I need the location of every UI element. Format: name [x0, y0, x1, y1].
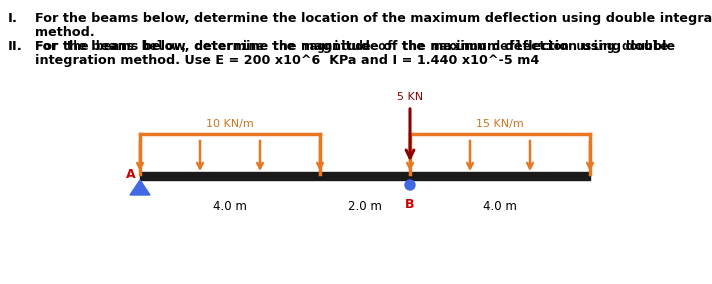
Text: For the beams below, determine the magnitude of the maximum deflection using dou: For the beams below, determine the magni… — [35, 40, 668, 53]
Text: B: B — [405, 198, 415, 211]
Text: A: A — [126, 168, 135, 181]
Polygon shape — [130, 180, 150, 195]
Text: integration method. Use E = 200 x10^6  KPa and I = 1.440 x10^-5 m4: integration method. Use E = 200 x10^6 KP… — [35, 54, 540, 67]
Text: 10 KN/m: 10 KN/m — [206, 119, 254, 129]
Text: I.: I. — [8, 12, 18, 25]
Text: 4.0 m: 4.0 m — [483, 199, 517, 212]
Circle shape — [405, 180, 415, 190]
Text: 2.0 m: 2.0 m — [348, 199, 382, 212]
Text: For the beams below, determine the magnitude of the maximum deflection using dou: For the beams below, determine the magni… — [35, 40, 675, 53]
FancyBboxPatch shape — [140, 172, 590, 180]
Text: 4.0 m: 4.0 m — [213, 199, 247, 212]
Text: 15 KN/m: 15 KN/m — [476, 119, 524, 129]
Text: 5 KN: 5 KN — [397, 92, 423, 102]
Text: II.: II. — [8, 40, 23, 53]
Text: method.: method. — [35, 26, 95, 39]
Text: For the beams below, determine the location of the maximum deflection using doub: For the beams below, determine the locat… — [35, 12, 712, 25]
